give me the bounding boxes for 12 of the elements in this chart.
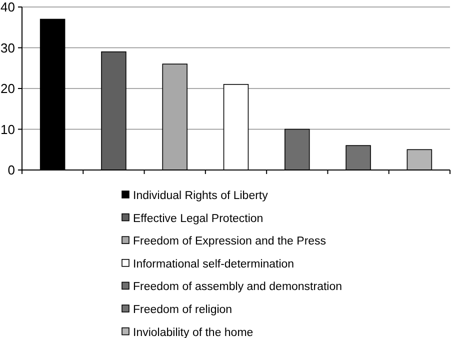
legend-label: Freedom of Expression and the Press xyxy=(133,236,326,248)
legend-label: Freedom of assembly and demonstration xyxy=(133,281,342,294)
legend-label: Inviolability of the home xyxy=(133,326,254,338)
y-tick-label: 10 xyxy=(0,122,15,137)
legend-label: Individual Rights of Liberty xyxy=(133,190,268,202)
legend-label: Informational self-determination xyxy=(133,258,294,270)
y-tick-label: 40 xyxy=(0,0,15,15)
legend-label: Effective Legal Protection xyxy=(133,212,264,225)
y-tick-label: 0 xyxy=(8,162,15,178)
legend-label: Freedom of religion xyxy=(133,304,232,316)
y-tick-label: 20 xyxy=(0,81,15,96)
y-tick-label: 30 xyxy=(0,40,15,56)
